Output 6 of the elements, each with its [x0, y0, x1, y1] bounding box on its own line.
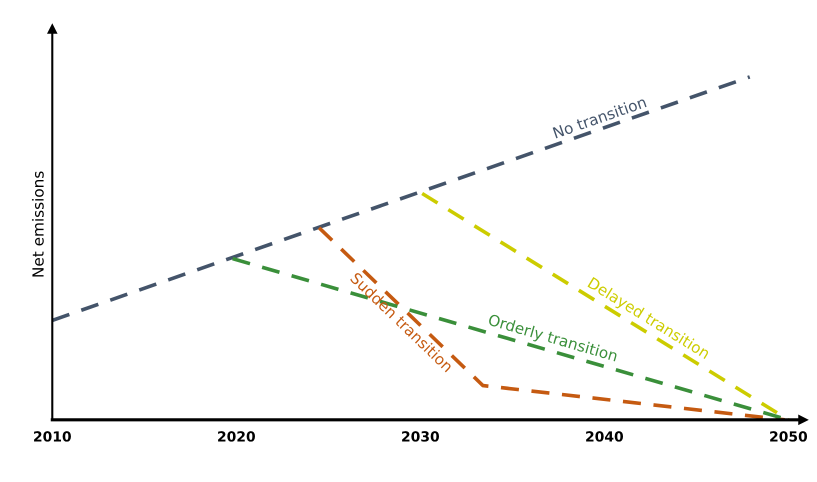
x-tick-label: 2050	[770, 431, 808, 442]
x-tick-label: 2040	[586, 431, 624, 442]
x-tick-label: 2010	[34, 431, 71, 442]
x-tick-label: 2020	[218, 431, 255, 442]
x-tick-label: 2030	[402, 431, 440, 442]
y-axis-title: Net emissions	[32, 171, 44, 277]
